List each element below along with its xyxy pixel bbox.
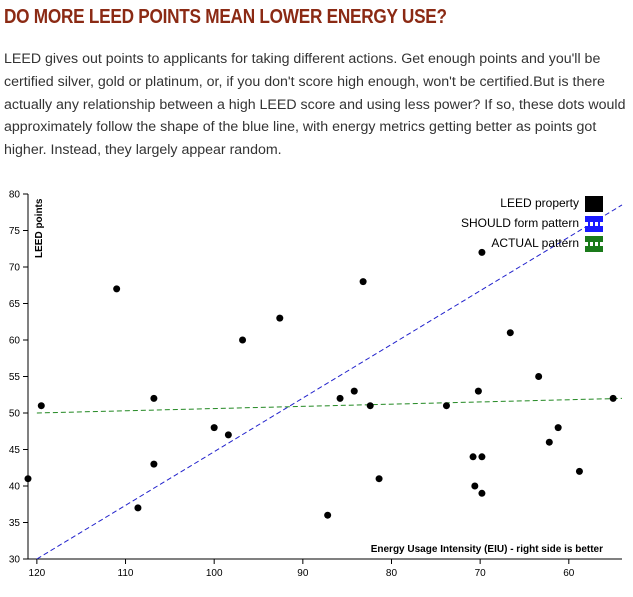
data-point	[545, 438, 553, 446]
data-point	[37, 402, 45, 410]
chart-legend: LEED property SHOULD form pattern ACTUAL…	[461, 196, 603, 252]
data-point	[324, 511, 332, 519]
y-axis-title: LEED points	[34, 198, 45, 258]
legend-label-should-pattern: SHOULD form pattern	[461, 216, 579, 230]
data-point	[239, 336, 247, 344]
data-point	[554, 424, 562, 432]
y-tick-label: 60	[9, 336, 21, 347]
data-point	[150, 460, 158, 468]
chart-axes: 30 35 40 45 50 55 60 65 70 75 80 120 110 100 90 80 70 60	[9, 190, 622, 579]
legend-swatch-should-pattern	[585, 216, 603, 232]
data-point	[478, 453, 486, 461]
data-points	[24, 248, 617, 519]
data-point	[336, 394, 344, 402]
data-point	[276, 314, 284, 322]
page-title: DO MORE LEED POINTS MEAN LOWER ENERGY US…	[4, 6, 447, 28]
x-tick-label: 70	[475, 568, 487, 579]
y-tick-label: 80	[9, 190, 21, 201]
data-point	[471, 482, 479, 490]
data-point	[150, 394, 158, 402]
data-point	[478, 489, 486, 497]
x-axis-title: Energy Usage Intensity (EIU) - right sid…	[371, 544, 603, 555]
data-point	[375, 475, 383, 483]
data-point	[350, 387, 358, 395]
data-point	[609, 394, 617, 402]
trend-lines	[36, 204, 623, 560]
data-point	[366, 402, 374, 410]
data-point	[469, 453, 477, 461]
y-tick-label: 70	[9, 263, 21, 274]
y-tick-label: 55	[9, 372, 21, 383]
y-tick-label: 75	[9, 226, 21, 237]
data-point	[134, 504, 142, 512]
chart-description: LEED gives out points to applicants for …	[4, 51, 626, 159]
data-point	[113, 285, 121, 293]
legend-swatch-leed-property	[585, 196, 603, 212]
x-tick-label: 80	[386, 568, 398, 579]
data-point	[359, 278, 367, 286]
data-point	[506, 329, 514, 337]
x-tick-label: 110	[118, 568, 134, 579]
y-tick-label: 30	[9, 555, 21, 566]
should-pattern-line	[36, 204, 623, 560]
data-point	[224, 431, 232, 439]
y-tick-label: 35	[9, 518, 21, 529]
x-tick-label: 100	[206, 568, 223, 579]
legend-swatch-actual-pattern	[585, 236, 603, 252]
x-tick-label: 60	[563, 568, 575, 579]
data-point	[210, 424, 218, 432]
y-tick-label: 65	[9, 299, 21, 310]
data-point	[24, 475, 32, 483]
data-point	[575, 467, 583, 475]
data-point	[535, 373, 543, 380]
data-point	[442, 402, 450, 410]
x-tick-label: 120	[29, 568, 46, 579]
legend-label-actual-pattern: ACTUAL pattern	[491, 236, 579, 250]
y-tick-label: 45	[9, 445, 21, 456]
data-point	[478, 248, 486, 256]
x-tick-label: 90	[297, 568, 309, 579]
y-tick-label: 50	[9, 409, 21, 420]
legend-label-leed-property: LEED property	[500, 196, 579, 210]
data-point	[474, 387, 482, 395]
y-tick-label: 40	[9, 482, 21, 493]
actual-pattern-line	[36, 397, 623, 414]
